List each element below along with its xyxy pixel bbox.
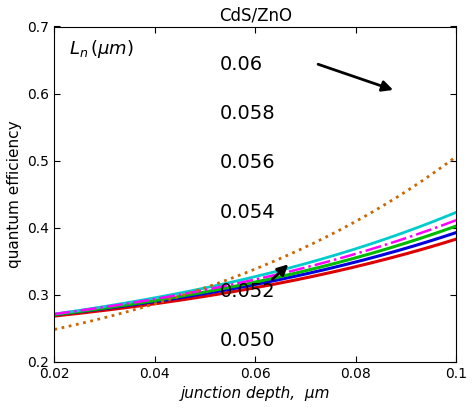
Text: 0.06: 0.06 [220,55,263,74]
Text: 0.056: 0.056 [220,153,276,172]
Text: 0.058: 0.058 [220,104,276,123]
Text: 0.050: 0.050 [220,331,275,350]
Title: CdS/ZnO: CdS/ZnO [219,7,292,25]
X-axis label: junction depth,  μm: junction depth, μm [181,386,330,401]
Y-axis label: quantum efficiency: quantum efficiency [7,120,22,268]
Text: 0.052: 0.052 [220,282,276,301]
Text: $L_n\,(\mu m)$: $L_n\,(\mu m)$ [69,38,134,60]
Text: 0.054: 0.054 [220,203,276,222]
